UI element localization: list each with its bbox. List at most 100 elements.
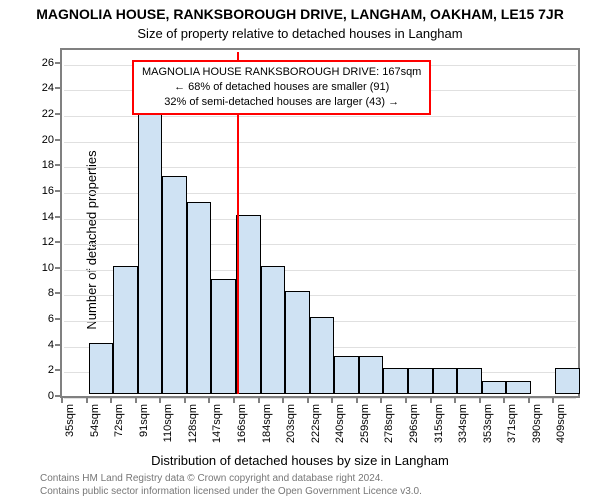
histogram-bar bbox=[383, 368, 408, 394]
y-tick-label: 2 bbox=[30, 364, 54, 376]
histogram-bar bbox=[359, 356, 384, 394]
x-tick-mark bbox=[503, 398, 505, 403]
x-tick-mark bbox=[233, 398, 235, 403]
x-tick-mark bbox=[258, 398, 260, 403]
annotation-box: MAGNOLIA HOUSE RANKSBOROUGH DRIVE: 167sq… bbox=[132, 60, 431, 115]
histogram-bar bbox=[555, 368, 580, 394]
plot-area: MAGNOLIA HOUSE RANKSBOROUGH DRIVE: 167sq… bbox=[60, 48, 580, 398]
x-tick-mark bbox=[552, 398, 554, 403]
gridline bbox=[64, 398, 576, 399]
x-tick-mark bbox=[110, 398, 112, 403]
y-tick-mark bbox=[55, 113, 60, 115]
x-tick-mark bbox=[454, 398, 456, 403]
x-tick-mark bbox=[331, 398, 333, 403]
x-tick-mark bbox=[135, 398, 137, 403]
x-tick-label: 54sqm bbox=[89, 404, 101, 437]
x-tick-label: 259sqm bbox=[359, 404, 371, 443]
x-tick-label: 353sqm bbox=[482, 404, 494, 443]
y-tick-label: 6 bbox=[30, 313, 54, 325]
x-tick-mark bbox=[208, 398, 210, 403]
x-tick-label: 390sqm bbox=[531, 404, 543, 443]
y-tick-mark bbox=[55, 241, 60, 243]
y-tick-mark bbox=[55, 87, 60, 89]
histogram-bar bbox=[89, 343, 114, 394]
annotation-line-3: 32% of semi-detached houses are larger (… bbox=[142, 95, 421, 110]
annotation-line-2: ← 68% of detached houses are smaller (91… bbox=[142, 80, 421, 95]
y-tick-label: 12 bbox=[30, 236, 54, 248]
x-axis-label: Distribution of detached houses by size … bbox=[0, 453, 600, 468]
x-tick-mark bbox=[61, 398, 63, 403]
histogram-bar bbox=[236, 215, 261, 394]
y-tick-mark bbox=[55, 318, 60, 320]
chart-title-main: MAGNOLIA HOUSE, RANKSBOROUGH DRIVE, LANG… bbox=[0, 6, 600, 22]
y-tick-mark bbox=[55, 292, 60, 294]
y-tick-label: 8 bbox=[30, 287, 54, 299]
x-tick-label: 203sqm bbox=[285, 404, 297, 443]
x-tick-label: 334sqm bbox=[457, 404, 469, 443]
x-tick-mark bbox=[356, 398, 358, 403]
x-tick-label: 72sqm bbox=[113, 404, 125, 437]
y-tick-mark bbox=[55, 344, 60, 346]
histogram-bar bbox=[457, 368, 482, 394]
attribution-line-1: Contains HM Land Registry data © Crown c… bbox=[40, 473, 383, 484]
x-tick-label: 184sqm bbox=[261, 404, 273, 443]
y-tick-mark bbox=[55, 62, 60, 64]
histogram-bar bbox=[285, 291, 310, 394]
histogram-bar bbox=[433, 368, 458, 394]
x-tick-label: 110sqm bbox=[162, 404, 174, 442]
x-tick-label: 166sqm bbox=[236, 404, 248, 443]
x-tick-label: 371sqm bbox=[506, 404, 518, 443]
y-tick-label: 10 bbox=[30, 262, 54, 274]
histogram-bar bbox=[162, 176, 187, 394]
histogram-bar bbox=[408, 368, 433, 394]
y-tick-label: 20 bbox=[30, 134, 54, 146]
y-tick-label: 22 bbox=[30, 108, 54, 120]
x-tick-label: 147sqm bbox=[211, 404, 223, 443]
x-tick-mark bbox=[282, 398, 284, 403]
y-tick-mark bbox=[55, 267, 60, 269]
chart-title-sub: Size of property relative to detached ho… bbox=[0, 26, 600, 41]
y-tick-mark bbox=[55, 369, 60, 371]
y-tick-label: 16 bbox=[30, 185, 54, 197]
x-tick-mark bbox=[405, 398, 407, 403]
histogram-bar bbox=[310, 317, 335, 394]
histogram-bar bbox=[187, 202, 212, 394]
y-tick-label: 0 bbox=[30, 390, 54, 402]
attribution: Contains HM Land Registry data © Crown c… bbox=[40, 472, 580, 498]
x-tick-label: 240sqm bbox=[334, 404, 346, 443]
y-tick-mark bbox=[55, 139, 60, 141]
histogram-bar bbox=[211, 279, 236, 394]
y-tick-label: 14 bbox=[30, 211, 54, 223]
x-tick-label: 409sqm bbox=[555, 404, 567, 443]
x-tick-label: 296sqm bbox=[408, 404, 420, 443]
y-tick-mark bbox=[55, 164, 60, 166]
x-tick-mark bbox=[528, 398, 530, 403]
histogram-bar bbox=[506, 381, 531, 394]
x-tick-mark bbox=[159, 398, 161, 403]
y-tick-label: 4 bbox=[30, 339, 54, 351]
plot-border: MAGNOLIA HOUSE RANKSBOROUGH DRIVE: 167sq… bbox=[60, 48, 580, 398]
x-tick-label: 222sqm bbox=[310, 404, 322, 443]
x-tick-mark bbox=[380, 398, 382, 403]
x-tick-mark bbox=[479, 398, 481, 403]
x-tick-mark bbox=[86, 398, 88, 403]
x-tick-label: 128sqm bbox=[187, 404, 199, 443]
y-tick-label: 26 bbox=[30, 57, 54, 69]
x-tick-mark bbox=[430, 398, 432, 403]
y-tick-mark bbox=[55, 395, 60, 397]
y-tick-mark bbox=[55, 190, 60, 192]
histogram-bar bbox=[334, 356, 359, 394]
x-tick-label: 315sqm bbox=[433, 404, 445, 443]
x-tick-mark bbox=[184, 398, 186, 403]
histogram-bar bbox=[113, 266, 138, 394]
annotation-line-1: MAGNOLIA HOUSE RANKSBOROUGH DRIVE: 167sq… bbox=[142, 65, 421, 80]
x-tick-mark bbox=[307, 398, 309, 403]
attribution-line-2: Contains public sector information licen… bbox=[40, 486, 422, 497]
y-tick-label: 24 bbox=[30, 82, 54, 94]
x-tick-label: 35sqm bbox=[64, 404, 76, 437]
y-tick-mark bbox=[55, 216, 60, 218]
y-tick-label: 18 bbox=[30, 159, 54, 171]
histogram-bar bbox=[261, 266, 286, 394]
x-tick-label: 91sqm bbox=[138, 404, 150, 437]
histogram-bar bbox=[482, 381, 507, 394]
